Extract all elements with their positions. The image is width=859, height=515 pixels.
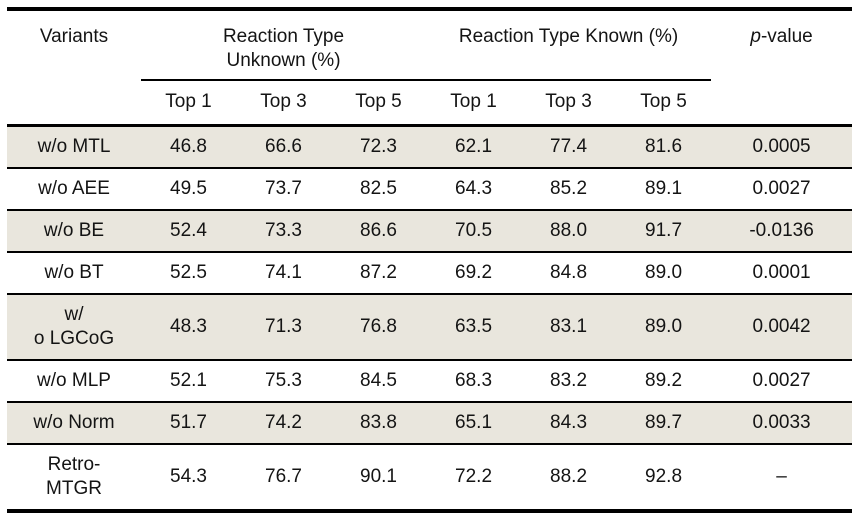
col-header-known-top3: Top 3 xyxy=(545,91,592,112)
cell-value: 92.8 xyxy=(645,466,683,487)
cell-value: 84.5 xyxy=(360,370,397,391)
cell-value: 73.3 xyxy=(265,220,302,241)
variant-label: w/o BT xyxy=(44,262,104,283)
cell-value: 75.3 xyxy=(265,370,302,391)
pvalue-rest: -value xyxy=(760,26,813,47)
table-row-wo-mtl: w/o MTL 46.8 66.6 72.3 62.1 77.4 81.6 0.… xyxy=(7,125,853,168)
cell-value: 87.2 xyxy=(360,262,397,283)
cell-value: 83.2 xyxy=(550,370,588,391)
col-header-pvalue: p-value xyxy=(711,9,852,126)
cell-value: 74.1 xyxy=(265,262,302,283)
cell-value: 89.0 xyxy=(645,316,683,337)
cell-value: 76.7 xyxy=(265,466,302,487)
pvalue-cell: 0.0042 xyxy=(752,316,811,337)
cell-value: 77.4 xyxy=(550,136,588,157)
col-header-unknown-top3: Top 3 xyxy=(260,91,307,112)
cell-value: 84.3 xyxy=(550,412,588,433)
cell-value: 89.7 xyxy=(645,412,683,433)
table-row-wo-bt: w/o BT 52.5 74.1 87.2 69.2 84.8 89.0 0.0… xyxy=(7,252,853,294)
cell-value: 52.4 xyxy=(170,220,207,241)
cell-value: 74.2 xyxy=(265,412,302,433)
variant-label: w/ o LGCoG xyxy=(33,304,115,349)
cell-value: 48.3 xyxy=(170,316,207,337)
pvalue-cell: 0.0027 xyxy=(752,370,811,391)
group-header-row: Variants Reaction Type Unknown (%) React… xyxy=(7,9,852,81)
cell-value: 52.5 xyxy=(170,262,207,283)
cell-value: 54.3 xyxy=(170,466,207,487)
cell-value: 90.1 xyxy=(360,466,397,487)
variant-label: w/o Norm xyxy=(33,412,115,433)
cell-value: 51.7 xyxy=(170,412,207,433)
cell-value: 52.1 xyxy=(170,370,207,391)
cell-value: 69.2 xyxy=(455,262,493,283)
ablation-results-table: Variants Reaction Type Unknown (%) React… xyxy=(7,7,853,513)
cell-value: 46.8 xyxy=(170,136,207,157)
table-header: Variants Reaction Type Unknown (%) React… xyxy=(7,9,853,126)
cell-value: 89.1 xyxy=(645,178,683,199)
cell-value: 76.8 xyxy=(360,316,397,337)
col-header-variants: Variants xyxy=(39,26,109,47)
table-row-wo-be: w/o BE 52.4 73.3 86.6 70.5 88.0 91.7 -0.… xyxy=(7,210,853,252)
col-header-known-top5: Top 5 xyxy=(640,91,687,112)
cell-value: 89.2 xyxy=(645,370,683,391)
cell-value: 83.8 xyxy=(360,412,397,433)
table-row-wo-aee: w/o AEE 49.5 73.7 82.5 64.3 85.2 89.1 0.… xyxy=(7,168,853,210)
table-row-wo-lgcog: w/ o LGCoG 48.3 71.3 76.8 63.5 83.1 89.0… xyxy=(7,294,853,360)
col-header-unknown-top5: Top 5 xyxy=(355,91,402,112)
cell-value: 66.6 xyxy=(265,136,302,157)
cell-value: 49.5 xyxy=(170,178,207,199)
cell-value: 81.6 xyxy=(645,136,683,157)
cell-value: 83.1 xyxy=(550,316,588,337)
cell-value: 89.0 xyxy=(645,262,683,283)
pvalue-italic-p: p xyxy=(750,26,761,47)
cell-value: 72.3 xyxy=(360,136,397,157)
variant-label: Retro- MTGR xyxy=(46,454,102,499)
table-row-wo-mlp: w/o MLP 52.1 75.3 84.5 68.3 83.2 89.2 0.… xyxy=(7,360,853,402)
table-row-retro-mtgr: Retro- MTGR 54.3 76.7 90.1 72.2 88.2 92.… xyxy=(7,444,853,511)
cell-value: 82.5 xyxy=(360,178,397,199)
pvalue-cell: 0.0033 xyxy=(752,412,811,433)
pvalue-cell: – xyxy=(776,466,787,487)
col-group-known: Reaction Type Known (%) xyxy=(426,9,712,81)
pvalue-cell: 0.0027 xyxy=(752,178,811,199)
variant-label: w/o BE xyxy=(43,220,105,241)
table-row-wo-norm: w/o Norm 51.7 74.2 83.8 65.1 84.3 89.7 0… xyxy=(7,402,853,444)
cell-value: 88.2 xyxy=(550,466,588,487)
variant-label: w/o MLP xyxy=(37,370,111,391)
col-group-unknown: Reaction Type Unknown (%) xyxy=(141,9,427,81)
cell-value: 65.1 xyxy=(455,412,493,433)
cell-value: 72.2 xyxy=(455,466,493,487)
cell-value: 88.0 xyxy=(550,220,588,241)
cell-value: 70.5 xyxy=(455,220,493,241)
table-body: w/o MTL 46.8 66.6 72.3 62.1 77.4 81.6 0.… xyxy=(7,125,853,511)
variant-label: w/o AEE xyxy=(38,178,110,199)
cell-value: 62.1 xyxy=(455,136,493,157)
cell-value: 73.7 xyxy=(265,178,302,199)
pvalue-cell: 0.0005 xyxy=(752,136,811,157)
pvalue-cell: 0.0001 xyxy=(752,262,811,283)
col-header-known-top1: Top 1 xyxy=(450,91,497,112)
variant-label: w/o MTL xyxy=(37,136,111,157)
cell-value: 68.3 xyxy=(455,370,493,391)
col-group-known-label: Reaction Type Known (%) xyxy=(458,26,679,47)
cell-value: 85.2 xyxy=(550,178,588,199)
col-group-unknown-label: Reaction Type Unknown (%) xyxy=(222,26,345,71)
cell-value: 64.3 xyxy=(455,178,493,199)
cell-value: 71.3 xyxy=(265,316,302,337)
cell-value: 63.5 xyxy=(455,316,493,337)
sub-header-row: Top 1 Top 3 Top 5 Top 1 Top 3 Top 5 xyxy=(7,80,852,126)
cell-value: 86.6 xyxy=(360,220,397,241)
cell-value: 91.7 xyxy=(645,220,683,241)
pvalue-cell: -0.0136 xyxy=(749,220,814,241)
col-header-unknown-top1: Top 1 xyxy=(165,91,212,112)
cell-value: 84.8 xyxy=(550,262,588,283)
